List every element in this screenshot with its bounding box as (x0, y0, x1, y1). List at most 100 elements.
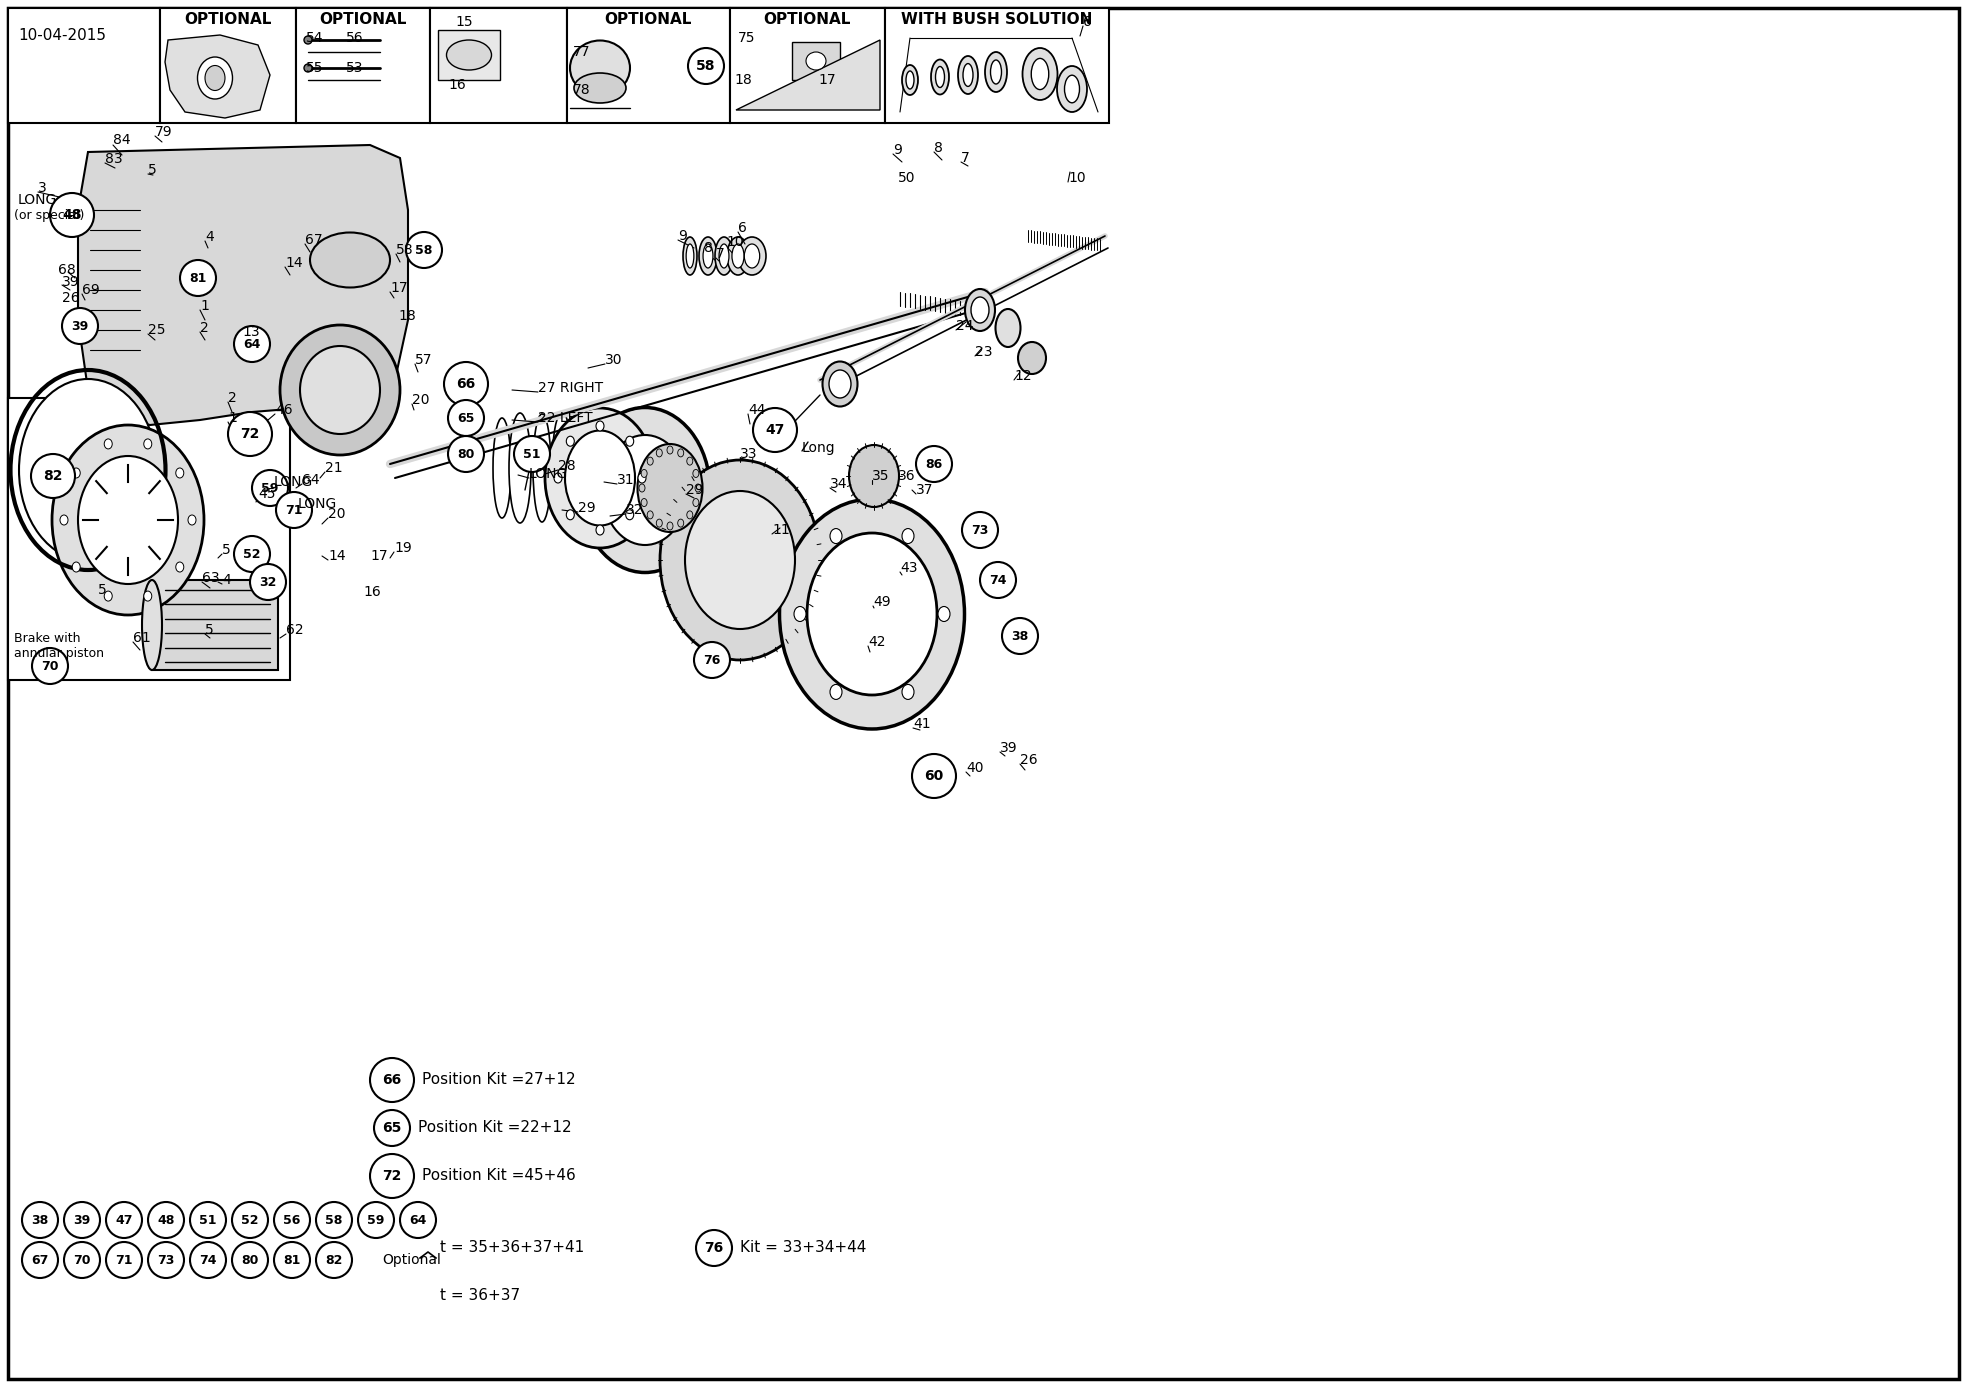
Circle shape (63, 308, 98, 344)
Text: 47: 47 (765, 423, 785, 437)
Ellipse shape (686, 510, 692, 519)
Text: 59: 59 (368, 1214, 386, 1226)
Bar (439, 31, 500, 80)
Circle shape (1001, 619, 1039, 655)
Ellipse shape (806, 533, 936, 695)
Ellipse shape (657, 449, 663, 456)
Text: 39: 39 (999, 741, 1017, 755)
Text: 11: 11 (771, 523, 789, 537)
Bar (295, 8, 431, 123)
Text: 81: 81 (283, 1254, 301, 1266)
Text: 40: 40 (966, 761, 984, 775)
Ellipse shape (985, 51, 1007, 92)
Text: Optional: Optional (382, 1252, 441, 1266)
Circle shape (370, 1154, 413, 1198)
Ellipse shape (972, 297, 989, 323)
Text: 36: 36 (899, 469, 915, 483)
Text: 12: 12 (1015, 369, 1031, 383)
Ellipse shape (1056, 67, 1088, 112)
Text: 83: 83 (104, 153, 122, 166)
Ellipse shape (1023, 49, 1058, 100)
Circle shape (65, 1203, 100, 1239)
Text: 44: 44 (747, 404, 765, 417)
Ellipse shape (714, 237, 734, 275)
Ellipse shape (626, 437, 633, 447)
Ellipse shape (626, 510, 633, 520)
Text: 35: 35 (871, 469, 889, 483)
Text: 55: 55 (307, 61, 323, 75)
Text: 39: 39 (63, 275, 79, 288)
Ellipse shape (175, 467, 183, 479)
Text: 20: 20 (328, 508, 346, 522)
Ellipse shape (144, 591, 151, 601)
Text: 26: 26 (63, 291, 79, 305)
Ellipse shape (728, 237, 749, 275)
Text: 21: 21 (325, 460, 342, 474)
Text: 8: 8 (934, 141, 942, 155)
Ellipse shape (533, 413, 551, 522)
Text: 1: 1 (228, 411, 236, 424)
Text: 60: 60 (924, 768, 944, 784)
Ellipse shape (995, 309, 1021, 347)
Circle shape (22, 1203, 57, 1239)
Circle shape (374, 1110, 409, 1146)
Text: 10: 10 (726, 234, 744, 250)
Bar (151, 580, 277, 670)
Ellipse shape (822, 362, 858, 406)
Text: 5: 5 (222, 542, 230, 558)
Ellipse shape (596, 526, 604, 535)
Ellipse shape (1031, 58, 1048, 90)
Circle shape (181, 259, 216, 295)
Text: 68: 68 (57, 264, 77, 277)
Text: 78: 78 (572, 83, 590, 97)
Ellipse shape (142, 580, 161, 670)
Bar (8, 8, 159, 123)
Text: 29: 29 (578, 501, 596, 515)
Text: 14: 14 (328, 549, 346, 563)
Text: 10-04-2015: 10-04-2015 (18, 28, 106, 43)
Circle shape (191, 1203, 226, 1239)
Circle shape (370, 1058, 413, 1103)
Ellipse shape (683, 237, 696, 275)
Ellipse shape (553, 412, 572, 524)
Text: Position Kit =22+12: Position Kit =22+12 (419, 1121, 572, 1136)
Text: 65: 65 (456, 412, 474, 424)
Text: OPTIONAL: OPTIONAL (185, 12, 271, 28)
Bar (8, 398, 289, 680)
Text: 24: 24 (956, 319, 974, 333)
Text: 81: 81 (189, 272, 207, 284)
Polygon shape (736, 40, 879, 110)
Ellipse shape (850, 445, 899, 508)
Ellipse shape (685, 491, 795, 628)
Circle shape (148, 1203, 185, 1239)
Text: 1: 1 (201, 300, 209, 313)
Ellipse shape (572, 413, 590, 523)
Bar (566, 8, 730, 123)
Text: 5: 5 (148, 164, 157, 178)
Circle shape (980, 562, 1017, 598)
Text: 22 LEFT: 22 LEFT (539, 411, 592, 424)
Bar (431, 8, 566, 123)
Text: 32: 32 (626, 503, 643, 517)
Text: 67: 67 (31, 1254, 49, 1266)
Ellipse shape (641, 469, 647, 477)
Ellipse shape (720, 244, 730, 268)
Ellipse shape (51, 424, 205, 614)
Text: 38: 38 (31, 1214, 49, 1226)
Text: 34: 34 (830, 477, 848, 491)
Text: LONG: LONG (18, 193, 57, 207)
Text: 74: 74 (989, 573, 1007, 587)
Bar (159, 8, 295, 123)
Text: Position Kit =45+46: Position Kit =45+46 (423, 1168, 576, 1183)
Text: 45: 45 (258, 487, 275, 501)
Circle shape (399, 1203, 437, 1239)
Circle shape (913, 755, 956, 798)
Ellipse shape (197, 57, 232, 98)
Text: 4: 4 (222, 573, 230, 587)
Bar (730, 8, 885, 123)
Circle shape (696, 1230, 732, 1266)
Text: 77: 77 (572, 44, 590, 60)
Text: 75: 75 (738, 31, 755, 44)
Circle shape (273, 1203, 311, 1239)
Ellipse shape (930, 60, 948, 94)
